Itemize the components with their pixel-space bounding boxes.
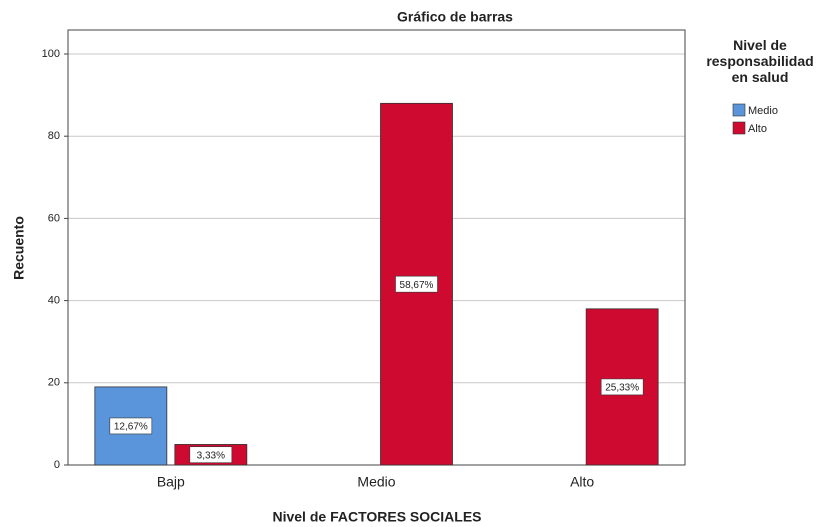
y-tick-label: 20	[48, 377, 60, 389]
y-tick-label: 60	[48, 212, 60, 224]
value-label: 58,67%	[400, 280, 434, 291]
value-label: 25,33%	[605, 383, 639, 394]
value-label-box	[189, 446, 233, 464]
value-label-box	[109, 417, 153, 435]
y-tick-label: 40	[48, 295, 60, 307]
y-tick-label: 100	[42, 48, 60, 60]
value-label: 12,67%	[114, 422, 148, 433]
chart-title: Gráfico de barras	[397, 9, 513, 25]
plot-frame	[67, 29, 686, 466]
value-label: 3,33%	[197, 450, 225, 461]
value-label-box	[600, 378, 644, 396]
y-axis-label: Recuento	[11, 216, 27, 280]
legend-swatch	[732, 121, 746, 135]
value-label-box	[395, 275, 438, 293]
legend-swatch	[732, 103, 746, 117]
y-tick-label: 80	[48, 130, 60, 142]
x-tick-label: Medio	[357, 474, 395, 490]
x-tick-label: Alto	[570, 474, 594, 490]
legend-label: Medio	[748, 105, 778, 117]
x-tick-label: Bajp	[157, 474, 185, 490]
legend-title: Nivel de responsabilidad en salud	[706, 37, 813, 85]
legend-label: Alto	[748, 123, 767, 135]
x-axis-label: Nivel de FACTORES SOCIALES	[272, 509, 481, 525]
y-tick-label: 0	[54, 459, 60, 471]
